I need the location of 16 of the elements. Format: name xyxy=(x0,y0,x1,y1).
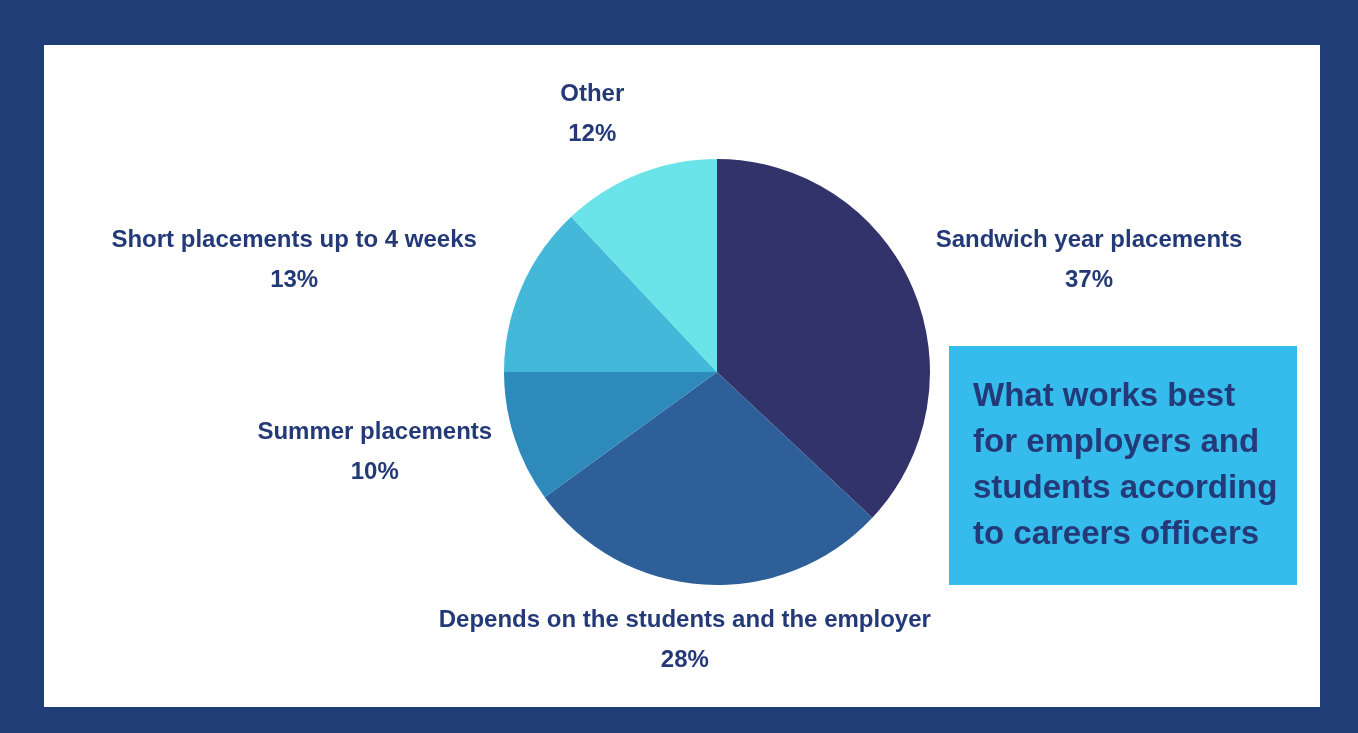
slice-label: Sandwich year placements xyxy=(935,224,1243,252)
slice-label: Depends on the students and the employer xyxy=(438,605,931,633)
data-label: 10% xyxy=(350,457,399,485)
data-label: 28% xyxy=(660,645,709,673)
slice-label: Summer placements xyxy=(257,417,493,445)
pie-slice xyxy=(571,159,717,372)
data-label: 12% xyxy=(568,119,617,147)
pie-slice xyxy=(504,372,717,498)
data-label: 13% xyxy=(270,264,319,292)
pie-slice xyxy=(544,372,873,585)
text: What works best for employers and students according to careers officers xyxy=(949,346,1297,585)
pie-slice xyxy=(504,216,717,372)
slice-label: Other xyxy=(560,79,625,107)
slice-label: Short placements up to 4 weeks xyxy=(111,224,477,252)
pie-slice xyxy=(717,159,930,518)
data-label: 37% xyxy=(1065,264,1114,292)
